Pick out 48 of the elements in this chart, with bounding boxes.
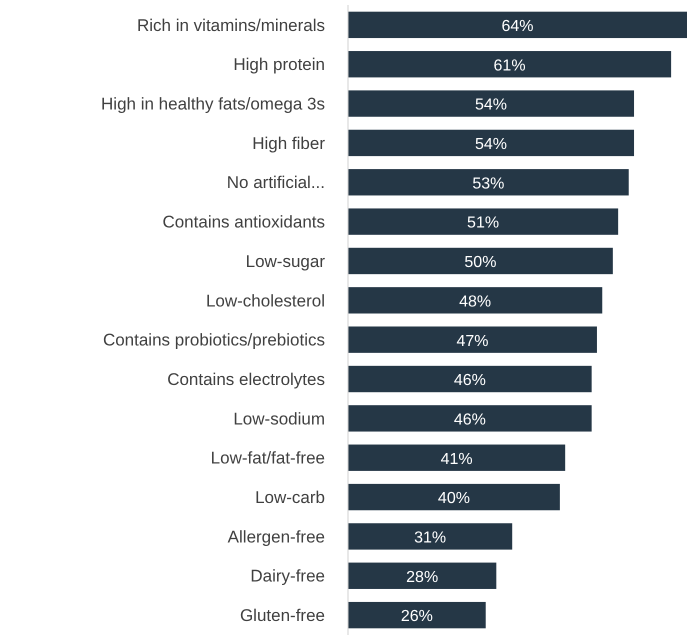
bar: [348, 130, 634, 156]
y-tick-label: Low-sodium: [233, 409, 325, 428]
data-label: 54%: [475, 136, 508, 154]
data-label: 64%: [501, 18, 534, 35]
data-label: 51%: [467, 214, 500, 232]
y-tick-label: Gluten-free: [240, 606, 325, 626]
bar: [348, 90, 634, 117]
bar: [348, 248, 613, 274]
bar: [348, 208, 618, 235]
data-label: 47%: [456, 332, 488, 350]
data-label: 53%: [472, 175, 504, 192]
bar: [348, 562, 496, 589]
bar: [348, 523, 512, 550]
bar: [348, 12, 687, 38]
bar: [348, 366, 592, 392]
y-tick-label: High in healthy fats/omega 3s: [101, 94, 325, 114]
y-tick-label: Dairy-free: [250, 566, 325, 586]
data-label: 28%: [406, 568, 438, 586]
y-tick-label: Low-cholesterol: [206, 291, 325, 310]
y-tick-label: Contains electrolytes: [167, 370, 325, 389]
bar: [348, 51, 672, 78]
bar: [348, 444, 566, 471]
data-label: 40%: [438, 490, 470, 508]
data-label: 46%: [454, 372, 486, 390]
y-tick-label: High fiber: [252, 134, 326, 153]
y-tick-label: Rich in vitamins/minerals: [137, 16, 325, 35]
y-tick-label: No artificial...: [226, 173, 325, 192]
data-label: 48%: [459, 293, 492, 310]
bar: [348, 602, 486, 628]
data-label: 46%: [454, 411, 486, 428]
data-label: 50%: [464, 254, 496, 272]
bar: [348, 287, 602, 314]
bar: [348, 405, 592, 432]
data-label: 26%: [400, 608, 433, 626]
data-label: 61%: [494, 57, 526, 74]
y-tick-label: High protein: [233, 55, 325, 74]
bar: [348, 169, 629, 196]
data-label: 41%: [440, 450, 473, 468]
y-tick-label: Low-fat/fat-free: [210, 448, 325, 468]
y-tick-label: Low-sugar: [246, 252, 326, 271]
y-tick-label: Allergen-free: [228, 527, 325, 546]
bar: [348, 484, 560, 510]
y-tick-label: Contains probiotics/prebiotics: [102, 330, 325, 350]
bar: [348, 326, 597, 353]
data-label: 31%: [414, 530, 446, 547]
y-tick-label: Low-carb: [255, 488, 325, 508]
y-tick-label: Contains antioxidants: [162, 212, 325, 232]
data-label: 54%: [475, 96, 508, 114]
